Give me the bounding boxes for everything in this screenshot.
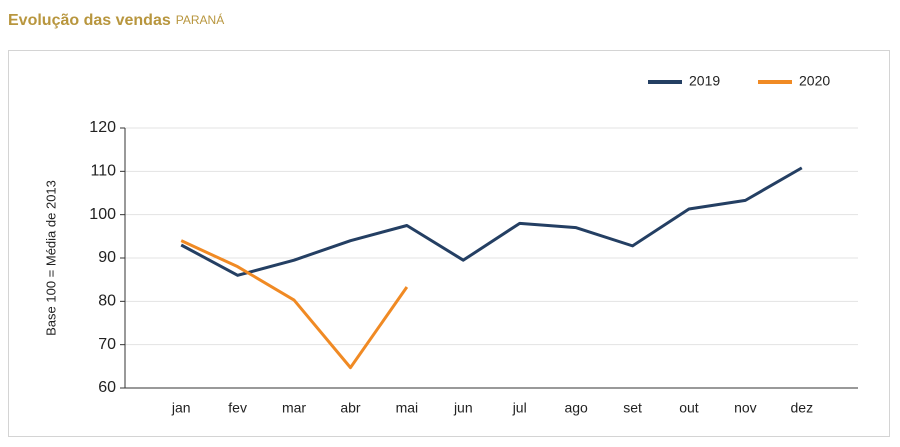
y-tick-label: 110: [90, 163, 116, 180]
y-tick-label: 90: [98, 249, 116, 266]
y-tick-label: 100: [89, 206, 116, 223]
x-tick-label: jun: [453, 400, 473, 416]
x-tick-label: mai: [396, 400, 419, 416]
series-line: [180, 166, 803, 277]
x-tick-label: jan: [171, 400, 191, 416]
y-tick-label: 70: [98, 336, 116, 353]
series-line: [180, 239, 409, 370]
x-tick-label: fev: [228, 400, 247, 416]
x-tick-label: mar: [282, 400, 306, 416]
legend-label: 2020: [799, 73, 830, 89]
y-tick-label: 60: [98, 379, 116, 396]
x-tick-label: out: [679, 400, 699, 416]
subtitle: PARANÁ: [176, 12, 224, 27]
legend-label: 2019: [689, 73, 720, 89]
x-tick-label: set: [623, 400, 642, 416]
x-tick-label: ago: [564, 400, 588, 416]
y-tick-label: 120: [89, 119, 116, 136]
y-axis-label: Base 100 = Média de 2013: [43, 180, 58, 336]
x-tick-label: nov: [734, 400, 757, 416]
chart-frame: [8, 50, 890, 437]
title: Evolução das vendas: [8, 12, 171, 29]
x-tick-label: abr: [340, 400, 361, 416]
y-tick-label: 80: [98, 293, 116, 310]
x-tick-label: dez: [791, 400, 814, 416]
x-tick-label: jul: [512, 400, 527, 416]
chart-title: Evolução das vendas PARANÁ: [8, 12, 224, 29]
